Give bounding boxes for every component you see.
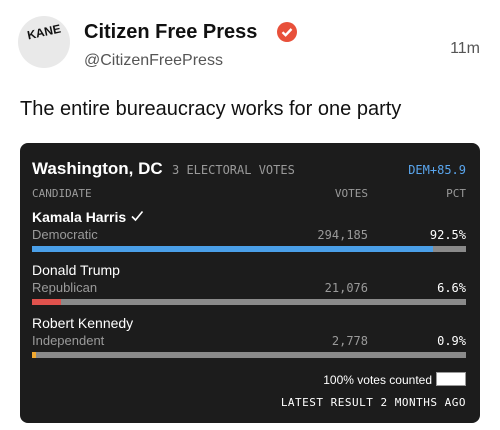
bar [32, 299, 61, 305]
candidate-pct: 92.5% [429, 228, 466, 242]
candidate-votes: 21,076 [324, 281, 368, 295]
updated: LATEST RESULT 2 MONTHS AGO [280, 396, 466, 409]
results-card[interactable]: Washington, DC 3 ELECTORAL VOTES DEM+85.… [20, 143, 480, 423]
verified-badge [277, 22, 297, 42]
card-subtitle: 3 ELECTORAL VOTES [172, 163, 295, 177]
bar-track [32, 352, 466, 358]
bar [32, 352, 36, 358]
margin: DEM+85.9 [408, 163, 466, 177]
card-title: Washington, DC [32, 159, 163, 178]
header: PCT [446, 187, 466, 200]
candidate-pct: 6.6% [437, 281, 466, 295]
header: VOTES [334, 187, 368, 200]
timestamp: 11m [450, 40, 480, 57]
candidate-party: Independent [32, 333, 105, 348]
candidate-name: Kamala Harris [32, 209, 144, 225]
candidate-party: Democratic [32, 227, 98, 242]
candidate-name: Donald Trump [32, 262, 120, 278]
winner-check [131, 210, 144, 222]
author-name[interactable]: Citizen Free Press [84, 21, 258, 43]
post-text: The entire bureaucracy works for one par… [20, 98, 402, 120]
candidate-pct: 0.9% [437, 334, 466, 348]
handle[interactable]: @CitizenFreePress [84, 52, 223, 69]
bar-track [32, 299, 466, 305]
avatar[interactable]: KANE [18, 16, 70, 68]
candidate-party: Republican [32, 280, 98, 295]
avatar-text: KANE [25, 21, 63, 43]
footer-box [436, 372, 466, 386]
header: CANDIDATE [32, 187, 92, 200]
candidate-name: Robert Kennedy [32, 315, 134, 331]
bar-track [32, 246, 466, 252]
bar [32, 246, 434, 252]
footer: 100% votes counted [323, 373, 432, 387]
candidate-votes: 294,185 [317, 228, 368, 242]
candidate-votes: 2,778 [331, 334, 368, 348]
